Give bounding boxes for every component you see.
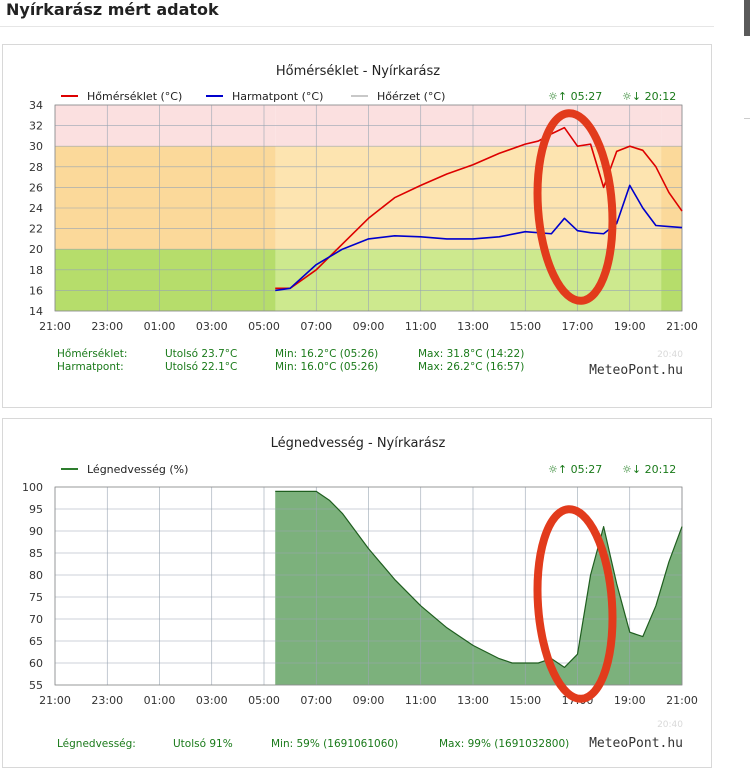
summary-min: Min: 59% (1691061060)	[271, 738, 398, 750]
plot-frame	[54, 104, 683, 312]
x-tick-label: 07:00	[300, 694, 332, 707]
summary-last: Utolsó 91%	[173, 738, 233, 750]
x-tick-label: 05:00	[248, 320, 280, 333]
summary-min: Min: 16.2°C (05:26)	[275, 348, 378, 360]
y-tick-label: 34	[29, 99, 43, 112]
x-tick-label: 09:00	[353, 320, 385, 333]
legend-label: Légnedvesség (%)	[87, 463, 188, 476]
chart-title: Légnedvesség - Nyírkarász	[271, 436, 446, 451]
background-band	[661, 146, 682, 250]
x-tick-label: 15:00	[509, 694, 541, 707]
x-tick-label: 21:00	[666, 694, 698, 707]
temperature-panel: 14 16 18 20 22 24 26 28 30 32 34 21:00 23:00 01:00 03:…	[2, 44, 712, 408]
sunset-label: ☼↓ 20:12	[622, 90, 676, 103]
temperature-chart: 14 16 18 20 22 24 26 28 30 32 34 21:00 23:00 01:00 03:…	[29, 64, 698, 378]
chart-title: Hőmérséklet - Nyírkarász	[276, 64, 440, 79]
heading-divider	[0, 26, 714, 27]
x-tick-label: 03:00	[196, 694, 228, 707]
y-tick-label: 95	[29, 503, 43, 516]
y-tick-label: 28	[29, 161, 43, 174]
y-tick-label: 70	[29, 613, 43, 626]
x-tick-label: 23:00	[91, 320, 123, 333]
y-tick-label: 20	[29, 243, 43, 256]
sunrise-label: ☼↑ 05:27	[548, 463, 602, 476]
y-tick-label: 32	[29, 120, 43, 133]
y-tick-label: 16	[29, 284, 43, 297]
summary-label: Harmatpont:	[57, 361, 124, 373]
y-tick-label: 85	[29, 547, 43, 560]
summary-max: Max: 31.8°C (14:22)	[418, 348, 524, 360]
x-tick-label: 21:00	[39, 320, 71, 333]
y-tick-label: 60	[29, 657, 43, 670]
x-tick-label: 11:00	[405, 320, 437, 333]
time-stamp: 20:40	[657, 350, 683, 360]
summary-max: Max: 26.2°C (16:57)	[418, 361, 524, 373]
y-tick-label: 22	[29, 223, 43, 236]
legend-label: Hőmérséklet (°C)	[87, 90, 182, 103]
y-tick-label: 100	[22, 481, 43, 494]
x-tick-label: 11:00	[405, 694, 437, 707]
humidity-panel: 55 60 65 70 75 80 85 90 95 100 21:00 23:00 01:00 03:0…	[2, 418, 712, 768]
x-tick-label: 17:00	[562, 320, 594, 333]
side-divider	[744, 118, 750, 119]
x-tick-label: 13:00	[457, 694, 489, 707]
y-tick-label: 75	[29, 591, 43, 604]
summary-last: Utolsó 22.1°C	[165, 361, 237, 373]
x-tick-label: 01:00	[144, 694, 176, 707]
scrollbar-thumb[interactable]	[744, 0, 750, 36]
y-tick-label: 14	[29, 305, 43, 318]
y-tick-label: 18	[29, 264, 43, 277]
sunset-label: ☼↓ 20:12	[622, 463, 676, 476]
x-tick-label: 03:00	[196, 320, 228, 333]
summary-min: Min: 16.0°C (05:26)	[275, 361, 378, 373]
legend-label: Hőérzet (°C)	[377, 90, 445, 103]
background-band	[55, 146, 276, 250]
brand-label: MeteoPont.hu	[589, 736, 683, 751]
summary-last: Utolsó 23.7°C	[165, 348, 237, 360]
x-tick-label: 23:00	[91, 694, 123, 707]
background-band	[55, 249, 276, 311]
summary-label: Hőmérséklet:	[57, 348, 127, 360]
x-tick-label: 17:00	[562, 694, 594, 707]
summary-max: Max: 99% (1691032800)	[439, 738, 569, 750]
y-tick-label: 26	[29, 181, 43, 194]
plot-frame	[54, 486, 683, 686]
x-tick-label: 19:00	[614, 694, 646, 707]
y-tick-label: 24	[29, 202, 43, 215]
brand-label: MeteoPont.hu	[589, 363, 683, 378]
x-tick-label: 07:00	[300, 320, 332, 333]
x-tick-label: 01:00	[144, 320, 176, 333]
y-tick-label: 65	[29, 635, 43, 648]
summary-label: Légnedvesség:	[57, 738, 136, 750]
y-tick-label: 80	[29, 569, 43, 582]
x-tick-label: 19:00	[614, 320, 646, 333]
y-tick-label: 30	[29, 140, 43, 153]
legend-label: Harmatpont (°C)	[232, 90, 323, 103]
x-tick-label: 13:00	[457, 320, 489, 333]
x-tick-label: 15:00	[509, 320, 541, 333]
background-band	[661, 249, 682, 311]
y-tick-label: 90	[29, 525, 43, 538]
time-stamp: 20:40	[657, 720, 683, 730]
background-band	[275, 249, 662, 311]
x-tick-label: 21:00	[39, 694, 71, 707]
page-title: Nyírkarász mért adatok	[6, 0, 219, 19]
sunrise-label: ☼↑ 05:27	[548, 90, 602, 103]
x-tick-label: 05:00	[248, 694, 280, 707]
humidity-chart: 55 60 65 70 75 80 85 90 95 100 21:00 23:00 01:00 03:0…	[22, 436, 698, 751]
series-line	[275, 490, 683, 668]
x-tick-label: 09:00	[353, 694, 385, 707]
x-tick-label: 21:00	[666, 320, 698, 333]
humidity-area	[275, 491, 682, 685]
y-tick-label: 55	[29, 679, 43, 692]
